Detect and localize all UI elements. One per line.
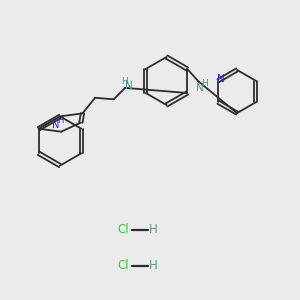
Text: N: N (52, 120, 59, 130)
Text: H: H (57, 116, 64, 125)
Text: N: N (196, 83, 204, 93)
Text: N: N (125, 81, 133, 91)
Text: Cl: Cl (117, 223, 129, 236)
Text: H: H (121, 77, 128, 86)
Text: H: H (148, 259, 158, 272)
Text: N: N (217, 74, 225, 84)
Text: H: H (148, 223, 158, 236)
Text: H: H (201, 79, 208, 88)
Text: Cl: Cl (117, 259, 129, 272)
